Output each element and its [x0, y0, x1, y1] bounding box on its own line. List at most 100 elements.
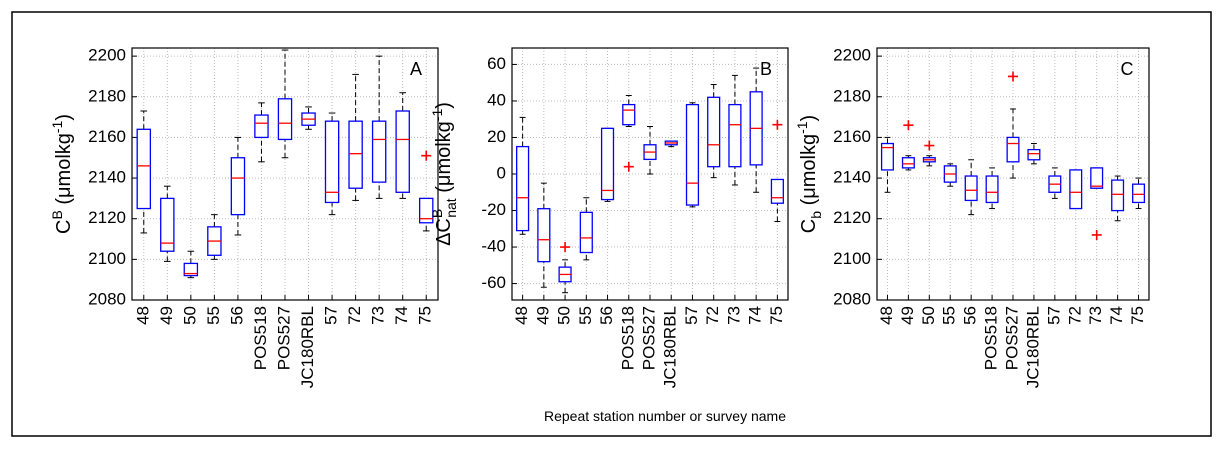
y-label-part: ) — [53, 114, 75, 121]
y-label-part: C — [798, 219, 820, 233]
x-tick-label: POS527 — [1002, 306, 1021, 370]
box — [516, 145, 530, 232]
x-tick-label: 57 — [682, 306, 701, 325]
x-tick-label: 48 — [512, 306, 531, 325]
y-label-part: ΔC — [433, 218, 455, 246]
x-tick-label: 48 — [877, 306, 896, 325]
y-label-part: ) — [433, 102, 455, 109]
y-label-part: B — [429, 209, 445, 218]
outlier — [924, 140, 935, 151]
y-label-part: -1 — [429, 109, 445, 122]
box — [685, 103, 700, 206]
x-tick-label: JC180RBL — [298, 306, 317, 388]
x-tick-label: JC180RBL — [661, 306, 680, 388]
y-label-part: -1 — [49, 120, 65, 133]
box — [183, 262, 199, 277]
y-tick-label: 2080 — [88, 289, 126, 308]
y-tick-label: 2140 — [833, 168, 871, 187]
y-label-part: (μmolkg — [433, 121, 455, 198]
y-tick-label: 2160 — [833, 127, 871, 146]
outlier — [623, 161, 634, 172]
x-tick-label: 75 — [767, 306, 786, 325]
x-tick-label: POS518 — [618, 306, 637, 370]
box — [418, 197, 434, 224]
y-tick-label: 2120 — [833, 208, 871, 227]
frame — [11, 11, 1212, 437]
box — [160, 197, 175, 252]
x-tick-label: POS518 — [982, 306, 1001, 370]
box — [1090, 167, 1104, 189]
box — [136, 128, 152, 210]
x-tick-label: 50 — [555, 306, 574, 325]
x-tick-label: 50 — [180, 306, 199, 325]
box — [230, 157, 246, 216]
y-tick-label: 2160 — [88, 127, 126, 146]
box — [901, 157, 915, 169]
y-axis-label: CB (μmolkg-1) — [49, 114, 75, 234]
y-tick-label: 0 — [497, 163, 506, 182]
x-tick-label: POS518 — [251, 306, 270, 370]
y-tick-label: 2180 — [88, 86, 126, 105]
box — [537, 208, 551, 263]
x-tick-label: 57 — [1044, 306, 1063, 325]
x-tick-label: JC180RBL — [1023, 306, 1042, 388]
y-tick-label: 20 — [487, 127, 506, 146]
box — [964, 175, 978, 202]
y-tick-label: 2080 — [833, 289, 871, 308]
y-tick-label: 2140 — [88, 168, 126, 187]
x-tick-label: 49 — [898, 306, 917, 325]
y-label-part: -1 — [794, 121, 810, 134]
box — [1132, 183, 1146, 204]
box — [728, 103, 742, 168]
x-tick-label: 49 — [157, 306, 176, 325]
outlier — [903, 120, 914, 131]
box — [985, 175, 999, 204]
x-tick-label: 72 — [1065, 306, 1084, 325]
plot-border — [511, 47, 789, 301]
x-tick-label: 56 — [227, 306, 246, 325]
outlier — [1008, 71, 1018, 82]
panel-label: A — [410, 59, 422, 79]
x-tick-label: 73 — [724, 306, 743, 325]
box — [1006, 136, 1020, 163]
panel: -60 -40 -20 0 20 40 60 48 49 50 55 56 POS518 POS527 JC… — [429, 47, 789, 388]
x-tick-label: 74 — [1107, 306, 1126, 325]
x-tick-label: 72 — [703, 306, 722, 325]
box — [324, 120, 340, 204]
x-tick-label: 48 — [133, 306, 152, 325]
x-tick-label: 49 — [533, 306, 552, 325]
box — [770, 178, 784, 204]
x-axis-label: Repeat station number or survey name — [544, 408, 786, 424]
x-tick-label: 56 — [597, 306, 616, 325]
y-tick-label: 2200 — [88, 46, 126, 65]
x-tick-label: 75 — [416, 306, 435, 325]
box — [1111, 179, 1125, 212]
plot-border — [876, 47, 1150, 301]
x-tick-label: 72 — [345, 306, 364, 325]
y-tick-label: 2180 — [833, 86, 871, 105]
x-tick-label: 50 — [919, 306, 938, 325]
x-tick-label: 56 — [961, 306, 980, 325]
panel-label: C — [1121, 59, 1134, 79]
x-tick-label: 75 — [1128, 306, 1147, 325]
y-axis-label: Cb (μmolkg-1) — [794, 115, 824, 233]
x-tick-label: POS527 — [639, 306, 658, 370]
outlier — [1091, 229, 1102, 240]
y-tick-label: 60 — [487, 54, 506, 73]
box — [254, 114, 269, 139]
y-label-part: b — [808, 211, 824, 219]
y-label-part: B — [49, 210, 65, 219]
y-tick-label: 40 — [487, 90, 506, 109]
y-tick-label: 2200 — [833, 46, 871, 65]
y-label-part: nat — [443, 198, 459, 218]
outlier — [772, 119, 783, 130]
x-tick-label: 73 — [1086, 306, 1105, 325]
x-tick-label: 74 — [746, 306, 765, 325]
outlier — [560, 242, 571, 253]
y-tick-label: 2100 — [833, 249, 871, 268]
panel-label: B — [760, 59, 772, 79]
box — [707, 96, 721, 168]
